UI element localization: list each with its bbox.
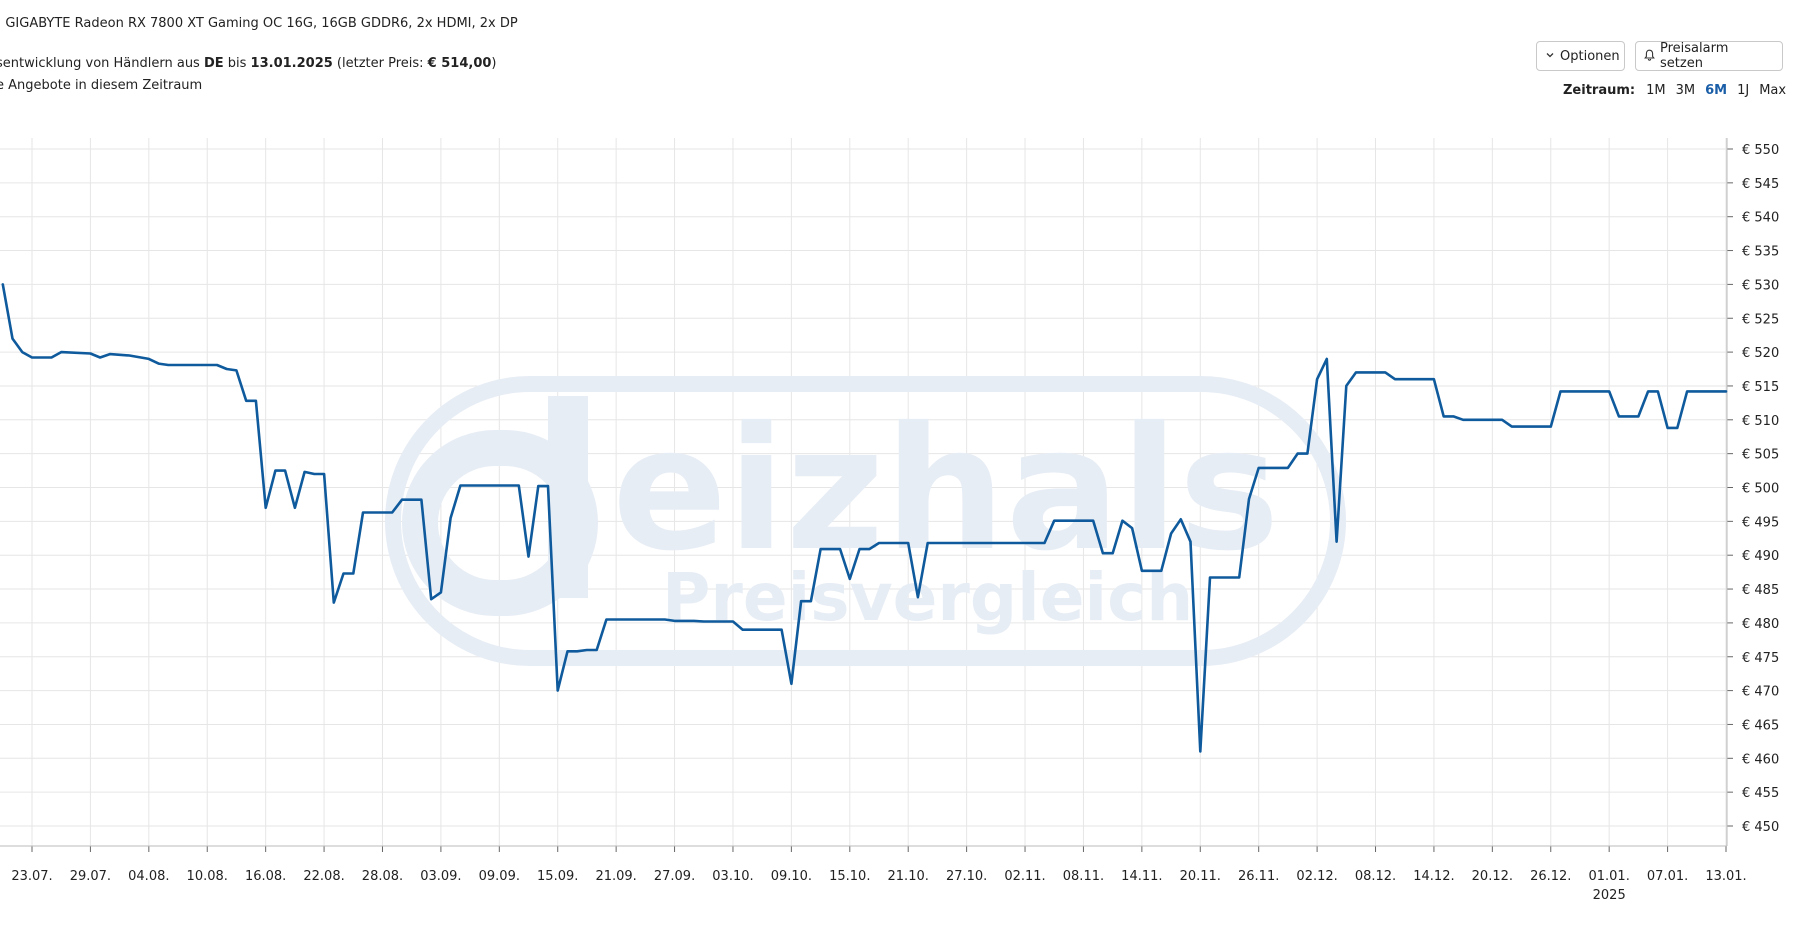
y-tick-label: € 510 (1742, 414, 1779, 429)
price-history-description: sentwicklung von Händlern aus DE bis 13.… (0, 56, 497, 71)
watermark-text: eizhals (612, 391, 1280, 589)
x-tick-label: 03.10. (712, 869, 753, 884)
end-date: 13.01.2025 (250, 56, 333, 71)
y-tick-label: € 520 (1742, 346, 1779, 361)
price-series-line (1, 283, 1728, 753)
y-tick-label: € 505 (1742, 448, 1779, 463)
description-text-c: (letzter Preis: (332, 56, 428, 71)
y-tick-label: € 535 (1742, 245, 1779, 260)
y-tick-label: € 455 (1742, 786, 1779, 801)
price-alert-button[interactable]: Preisalarm setzen (1635, 41, 1783, 71)
time-range-option-max[interactable]: Max (1759, 83, 1787, 98)
y-tick-label: € 525 (1742, 312, 1779, 327)
x-tick-label: 22.08. (303, 869, 344, 884)
x-tick-label: 29.07. (70, 869, 111, 884)
x-tick-label: 27.09. (654, 869, 695, 884)
watermark-d-stem (548, 396, 588, 598)
x-tick-label: 21.10. (888, 869, 929, 884)
y-tick-label: € 450 (1742, 820, 1779, 835)
time-range-option-1m[interactable]: 1M (1646, 83, 1666, 98)
y-tick-label: € 550 (1742, 143, 1779, 158)
x-tick-label: 03.09. (420, 869, 461, 884)
x-tick-label: 02.11. (1004, 869, 1045, 884)
price-alert-label: Preisalarm setzen (1660, 41, 1729, 71)
offers-note: e Angebote in diesem Zeitraum (0, 78, 203, 93)
x-tick-label: 23.07. (11, 869, 52, 884)
chevron-down-icon (1545, 50, 1555, 63)
x-tick-label: 13.01. (1705, 869, 1746, 884)
product-title: : GIGABYTE Radeon RX 7800 XT Gaming OC 1… (0, 16, 518, 31)
description-text-d: ) (491, 56, 497, 71)
time-range-option-3m[interactable]: 3M (1675, 83, 1696, 98)
y-tick-label: € 490 (1742, 549, 1779, 564)
time-range-label: Zeitraum: (1563, 83, 1636, 98)
x-tick-label: 02.12. (1296, 869, 1337, 884)
y-tick-label: € 470 (1742, 685, 1779, 700)
y-tick-label: € 500 (1742, 482, 1779, 497)
x-tick-label: 01.01. (1588, 869, 1629, 884)
y-tick-label: € 495 (1742, 515, 1779, 530)
x-tick-label: 08.11. (1063, 869, 1104, 884)
x-tick-label: 09.10. (771, 869, 812, 884)
last-price: € 514,00 (427, 56, 492, 71)
x-tick-label: 10.08. (187, 869, 228, 884)
year-label: 2025 (1593, 888, 1626, 903)
product-title-prefix: : (0, 16, 1, 31)
x-tick-label: 20.11. (1180, 869, 1221, 884)
x-tick-label: 21.09. (595, 869, 636, 884)
options-label: Optionen (1560, 48, 1620, 64)
price-chart: € 450 € 455 € 460 € 465 € 470 € 475 € 480 € 485… (0, 138, 1779, 903)
x-tick-label: 15.09. (537, 869, 578, 884)
x-tick-label: 08.12. (1355, 869, 1396, 884)
x-tick-label: 28.08. (362, 869, 403, 884)
options-button[interactable]: Optionen (1536, 41, 1625, 71)
x-tick-label: 16.08. (245, 869, 286, 884)
x-tick-label: 07.01. (1647, 869, 1688, 884)
y-tick-label: € 485 (1742, 583, 1779, 598)
y-tick-label: € 480 (1742, 617, 1779, 632)
x-tick-label: 14.12. (1413, 869, 1454, 884)
y-tick-label: € 545 (1742, 177, 1779, 192)
x-tick-label: 14.11. (1121, 869, 1162, 884)
time-range-option-6m[interactable]: 6M (1705, 83, 1728, 98)
x-tick-label: 15.10. (829, 869, 870, 884)
x-tick-label: 26.11. (1238, 869, 1279, 884)
y-tick-label: € 540 (1742, 211, 1779, 226)
chart-header: : GIGABYTE Radeon RX 7800 XT Gaming OC 1… (0, 0, 1795, 130)
time-range-options: 1M 3M 6M 1J Max (1641, 83, 1791, 98)
y-tick-label: € 515 (1742, 380, 1779, 395)
description-text-a: sentwicklung von Händlern aus (0, 56, 204, 71)
x-tick-label: 09.09. (479, 869, 520, 884)
x-tick-label: 04.08. (128, 869, 169, 884)
country-code: DE (203, 56, 224, 71)
product-name: GIGABYTE Radeon RX 7800 XT Gaming OC 16G… (5, 16, 518, 31)
time-range-option-1j[interactable]: 1J (1737, 83, 1750, 98)
description-text-b: bis (223, 56, 251, 71)
y-tick-label: € 465 (1742, 718, 1779, 733)
x-tick-label: 20.12. (1472, 869, 1513, 884)
bell-icon (1644, 49, 1655, 64)
y-tick-label: € 475 (1742, 651, 1779, 666)
watermark-subtext: Preisvergleich (662, 559, 1193, 636)
time-range-selector: Zeitraum: 1M 3M 6M 1J Max (1563, 83, 1791, 98)
x-tick-label: 26.12. (1530, 869, 1571, 884)
y-tick-label: € 460 (1742, 752, 1779, 767)
y-tick-label: € 530 (1742, 278, 1779, 293)
x-tick-label: 27.10. (946, 869, 987, 884)
